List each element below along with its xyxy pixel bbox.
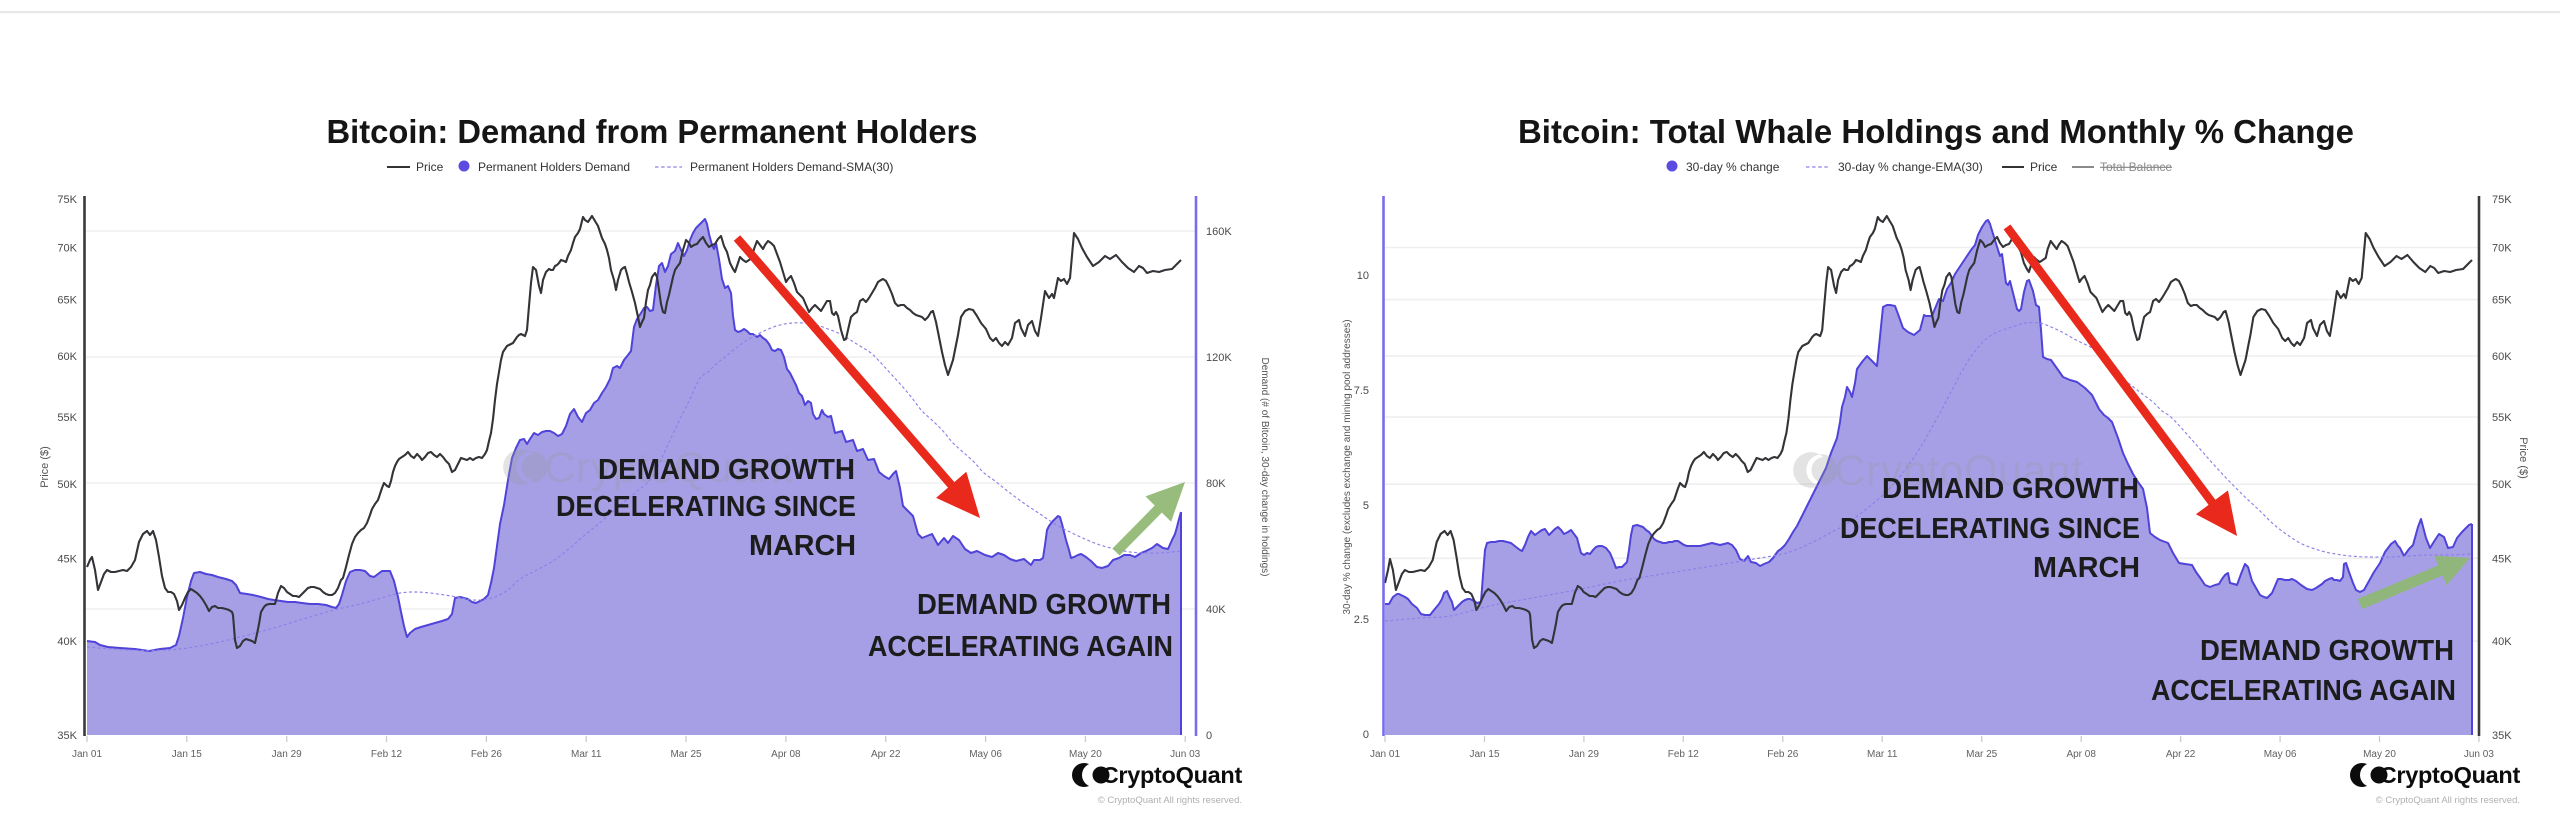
- svg-text:CryptoQuant: CryptoQuant: [544, 444, 793, 492]
- svg-text:MARCH: MARCH: [749, 530, 856, 562]
- svg-text:DEMAND GROWTH: DEMAND GROWTH: [2200, 635, 2454, 667]
- svg-text:Total Balance: Total Balance: [2100, 160, 2172, 174]
- svg-text:Feb 26: Feb 26: [1767, 749, 1799, 760]
- svg-text:0: 0: [1363, 729, 1369, 741]
- svg-text:CryptoQuant: CryptoQuant: [1102, 762, 1243, 788]
- svg-text:0: 0: [1206, 730, 1212, 742]
- svg-text:35K: 35K: [2492, 730, 2512, 742]
- svg-text:70K: 70K: [2492, 243, 2512, 255]
- svg-text:35K: 35K: [57, 730, 77, 742]
- svg-text:Jan 29: Jan 29: [272, 749, 302, 760]
- svg-text:© CryptoQuant All rights reser: © CryptoQuant All rights reserved.: [1098, 795, 1242, 806]
- svg-text:50K: 50K: [2492, 479, 2512, 491]
- svg-text:55K: 55K: [57, 412, 77, 424]
- svg-text:45K: 45K: [2492, 553, 2512, 565]
- svg-text:65K: 65K: [57, 295, 77, 307]
- svg-text:80K: 80K: [1206, 478, 1226, 490]
- svg-text:45K: 45K: [57, 553, 77, 565]
- svg-text:60K: 60K: [57, 351, 77, 363]
- svg-text:DECELERATING SINCE: DECELERATING SINCE: [1840, 513, 2140, 545]
- svg-text:Permanent Holders Demand-SMA(3: Permanent Holders Demand-SMA(30): [690, 160, 893, 174]
- svg-text:5: 5: [1363, 500, 1369, 512]
- svg-text:Bitcoin: Total Whale Holdings: Bitcoin: Total Whale Holdings and Monthl…: [1518, 113, 2354, 150]
- svg-text:2.5: 2.5: [1354, 614, 1369, 626]
- svg-text:Jun 03: Jun 03: [1170, 749, 1200, 760]
- svg-text:DECELERATING SINCE: DECELERATING SINCE: [556, 491, 856, 523]
- svg-text:Feb 12: Feb 12: [371, 749, 403, 760]
- svg-text:7.5: 7.5: [1354, 385, 1369, 397]
- svg-text:Price: Price: [2030, 160, 2058, 174]
- svg-text:Mar 25: Mar 25: [670, 749, 702, 760]
- svg-text:Mar 11: Mar 11: [1867, 749, 1898, 760]
- svg-text:Price ($): Price ($): [2517, 437, 2529, 479]
- svg-text:Price ($): Price ($): [39, 446, 51, 488]
- svg-text:CryptoQuant: CryptoQuant: [1834, 447, 2083, 495]
- svg-text:Apr 08: Apr 08: [2066, 749, 2096, 760]
- svg-text:50K: 50K: [57, 479, 77, 491]
- svg-text:55K: 55K: [2492, 412, 2512, 424]
- svg-text:Feb 12: Feb 12: [1668, 749, 1700, 760]
- svg-text:May 20: May 20: [2363, 749, 2396, 760]
- svg-text:160K: 160K: [1206, 226, 1232, 238]
- svg-text:40K: 40K: [1206, 604, 1226, 616]
- svg-text:Bitcoin: Demand from Permanent: Bitcoin: Demand from Permanent Holders: [327, 113, 978, 150]
- svg-text:70K: 70K: [57, 243, 77, 255]
- svg-text:Jun 03: Jun 03: [2464, 749, 2494, 760]
- svg-text:65K: 65K: [2492, 295, 2512, 307]
- svg-text:MARCH: MARCH: [2033, 552, 2140, 584]
- svg-text:ACCELERATING AGAIN: ACCELERATING AGAIN: [868, 631, 1173, 663]
- svg-text:Jan 29: Jan 29: [1569, 749, 1599, 760]
- svg-text:Jan 15: Jan 15: [172, 749, 202, 760]
- svg-text:CryptoQuant: CryptoQuant: [2380, 762, 2521, 788]
- svg-text:Apr 08: Apr 08: [771, 749, 801, 760]
- svg-text:40K: 40K: [2492, 636, 2512, 648]
- svg-text:DEMAND GROWTH: DEMAND GROWTH: [1882, 473, 2139, 505]
- svg-text:30-day % change: 30-day % change: [1686, 160, 1780, 174]
- svg-text:DEMAND GROWTH: DEMAND GROWTH: [917, 589, 1171, 621]
- svg-text:120K: 120K: [1206, 352, 1232, 364]
- svg-text:Jan 01: Jan 01: [72, 749, 102, 760]
- svg-text:Demand (# of Bitcoin, 30-day c: Demand (# of Bitcoin, 30-day change in h…: [1259, 357, 1270, 576]
- svg-text:Mar 25: Mar 25: [1966, 749, 1998, 760]
- svg-text:30-day % change (excludes exch: 30-day % change (excludes exchange and m…: [1342, 319, 1353, 614]
- svg-text:Jan 15: Jan 15: [1469, 749, 1499, 760]
- svg-text:75K: 75K: [2492, 194, 2512, 206]
- svg-text:Price: Price: [416, 160, 444, 174]
- svg-text:75K: 75K: [57, 194, 77, 206]
- svg-text:Feb 26: Feb 26: [471, 749, 503, 760]
- svg-text:May 06: May 06: [969, 749, 1002, 760]
- svg-text:Permanent Holders Demand: Permanent Holders Demand: [478, 160, 630, 174]
- svg-text:May 06: May 06: [2264, 749, 2297, 760]
- svg-text:ACCELERATING AGAIN: ACCELERATING AGAIN: [2151, 675, 2456, 707]
- svg-text:60K: 60K: [2492, 351, 2512, 363]
- svg-text:© CryptoQuant All rights reser: © CryptoQuant All rights reserved.: [2376, 795, 2520, 806]
- svg-text:DEMAND GROWTH: DEMAND GROWTH: [598, 454, 855, 486]
- svg-text:Apr 22: Apr 22: [2166, 749, 2196, 760]
- svg-text:Mar 11: Mar 11: [571, 749, 602, 760]
- svg-text:10: 10: [1357, 270, 1369, 282]
- svg-text:Apr 22: Apr 22: [871, 749, 901, 760]
- svg-text:30-day % change-EMA(30): 30-day % change-EMA(30): [1838, 160, 1983, 174]
- svg-text:May 20: May 20: [1069, 749, 1102, 760]
- svg-text:Jan 01: Jan 01: [1370, 749, 1400, 760]
- svg-text:40K: 40K: [57, 636, 77, 648]
